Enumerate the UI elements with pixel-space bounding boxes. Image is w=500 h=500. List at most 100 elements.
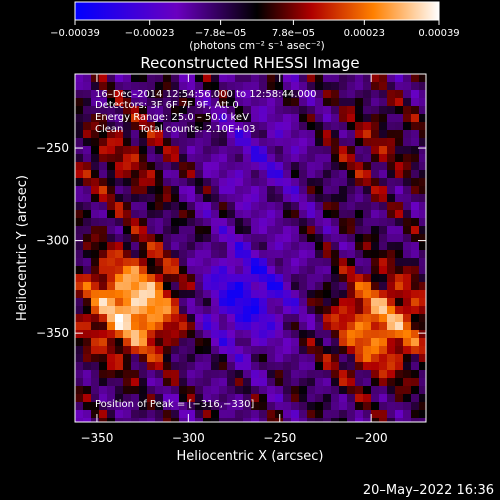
heatmap-cell — [99, 82, 107, 90]
heatmap-cell — [275, 74, 283, 82]
heatmap-cell — [371, 274, 379, 282]
heatmap-cell — [299, 234, 307, 242]
heatmap-cell — [299, 194, 307, 202]
heatmap-cell — [227, 322, 235, 330]
heatmap-cell — [347, 290, 355, 298]
heatmap-cell — [179, 394, 187, 402]
heatmap-cell — [371, 234, 379, 242]
heatmap-cell — [371, 106, 379, 114]
heatmap-cell — [107, 314, 115, 322]
heatmap-cell — [283, 274, 291, 282]
heatmap-cell — [203, 346, 211, 354]
heatmap-cell — [219, 330, 227, 338]
heatmap-cell — [355, 218, 363, 226]
heatmap-cell — [75, 330, 83, 338]
heatmap-cell — [363, 82, 371, 90]
heatmap-cell — [307, 378, 315, 386]
heatmap-cell — [363, 346, 371, 354]
heatmap-cell — [227, 194, 235, 202]
heatmap-cell — [203, 330, 211, 338]
heatmap-cell — [211, 354, 219, 362]
heatmap-cell — [331, 106, 339, 114]
heatmap-cell — [147, 226, 155, 234]
heatmap-cell — [323, 354, 331, 362]
x-tick-label: −250 — [263, 431, 296, 445]
heatmap-cell — [163, 298, 171, 306]
heatmap-cell — [395, 370, 403, 378]
heatmap-cell — [99, 114, 107, 122]
heatmap-cell — [139, 82, 147, 90]
heatmap-cell — [171, 394, 179, 402]
heatmap-cell — [331, 218, 339, 226]
heatmap-cell — [411, 122, 419, 130]
heatmap-cell — [131, 234, 139, 242]
heatmap-cell — [75, 314, 83, 322]
heatmap-cell — [331, 274, 339, 282]
heatmap-cell — [363, 154, 371, 162]
heatmap-cell — [379, 394, 387, 402]
heatmap-cell — [235, 154, 243, 162]
heatmap-cell — [275, 202, 283, 210]
heatmap-cell — [259, 226, 267, 234]
heatmap-cell — [99, 370, 107, 378]
heatmap-cell — [363, 98, 371, 106]
heatmap-cell — [147, 138, 155, 146]
heatmap-cell — [307, 82, 315, 90]
heatmap-cell — [115, 218, 123, 226]
heatmap-cell — [243, 114, 251, 122]
heatmap-cell — [195, 146, 203, 154]
heatmap-cell — [259, 106, 267, 114]
heatmap-cell — [83, 322, 91, 330]
heatmap-cell — [91, 210, 99, 218]
heatmap-cell — [75, 378, 83, 386]
heatmap-cell — [267, 154, 275, 162]
heatmap-cell — [323, 242, 331, 250]
heatmap-cell — [363, 194, 371, 202]
heatmap-cell — [131, 322, 139, 330]
heatmap-cell — [259, 290, 267, 298]
heatmap-cell — [99, 162, 107, 170]
heatmap-cell — [307, 218, 315, 226]
heatmap-cell — [99, 154, 107, 162]
heatmap-cell — [347, 250, 355, 258]
heatmap-cell — [179, 354, 187, 362]
heatmap-cell — [411, 210, 419, 218]
heatmap-cell — [267, 242, 275, 250]
heatmap-cell — [147, 106, 155, 114]
heatmap-cell — [411, 386, 419, 394]
heatmap-cell — [243, 210, 251, 218]
heatmap-cell — [163, 202, 171, 210]
heatmap-cell — [419, 106, 426, 114]
heatmap-cell — [83, 194, 91, 202]
heatmap-cell — [299, 378, 307, 386]
heatmap-cell — [315, 218, 323, 226]
heatmap-cell — [315, 418, 323, 422]
heatmap-cell — [243, 338, 251, 346]
heatmap-cell — [179, 210, 187, 218]
heatmap-cell — [187, 242, 195, 250]
heatmap-cell — [187, 402, 195, 410]
heatmap-cell — [83, 298, 91, 306]
heatmap-cell — [283, 202, 291, 210]
heatmap-cell — [171, 178, 179, 186]
heatmap-cell — [155, 130, 163, 138]
heatmap-cell — [387, 234, 395, 242]
heatmap-cell — [299, 250, 307, 258]
heatmap-cell — [283, 290, 291, 298]
heatmap-cell — [387, 298, 395, 306]
heatmap-cell — [411, 418, 419, 422]
heatmap-cell — [227, 178, 235, 186]
heatmap-cell — [203, 234, 211, 242]
heatmap-cell — [187, 258, 195, 266]
annotation-energy-range: Energy Range: 25.0 – 50.0 keV — [95, 112, 249, 123]
heatmap — [75, 74, 426, 422]
heatmap-cell — [355, 306, 363, 314]
heatmap-cell — [291, 250, 299, 258]
heatmap-cell — [347, 122, 355, 130]
heatmap-cell — [123, 266, 131, 274]
heatmap-cell — [275, 162, 283, 170]
heatmap-cell — [123, 370, 131, 378]
heatmap-cell — [291, 162, 299, 170]
heatmap-cell — [139, 410, 147, 418]
heatmap-cell — [99, 274, 107, 282]
